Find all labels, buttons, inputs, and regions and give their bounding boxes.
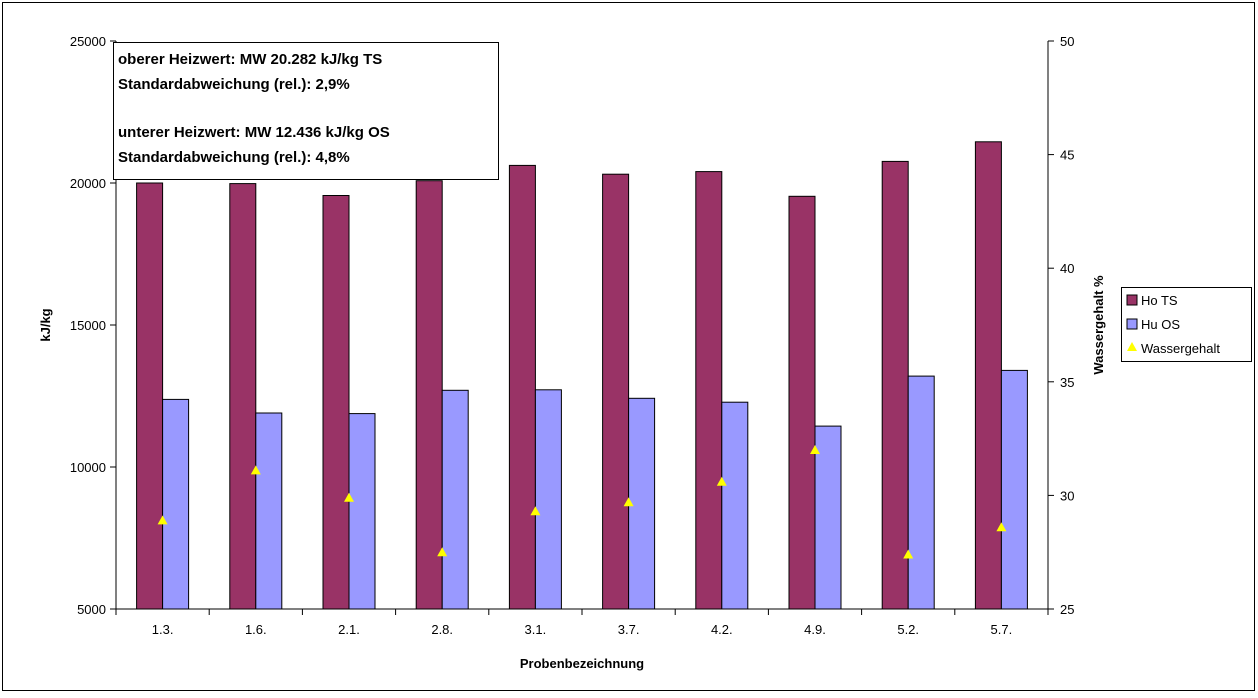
y-tick-label-3: 15000	[70, 318, 106, 333]
marker-wassergehalt-8	[810, 445, 820, 454]
x-axis-title: Probenbezeichnung	[520, 656, 644, 671]
bar-hu-os-4	[441, 389, 469, 610]
annotation-line-1: oberer Heizwert: MW 20.282 kJ/kg TS	[118, 51, 382, 68]
x-tick-label-4: 2.8.	[431, 622, 453, 637]
legend: Ho TS Hu OS Wassergehalt	[1121, 287, 1252, 362]
bar-ho-ts-7	[695, 171, 723, 610]
x-tick-label-3: 2.1.	[338, 622, 360, 637]
bar-hu-os-1	[162, 398, 190, 610]
bar-hu-os-5	[534, 389, 562, 610]
y-tick-label-4: 20000	[70, 176, 106, 191]
x-tick-label-10: 5.7.	[991, 622, 1013, 637]
legend-label-hu-os: Hu OS	[1141, 317, 1180, 332]
legend-marker-wassergehalt	[1127, 342, 1137, 351]
bar-hu-os-2	[255, 412, 283, 610]
marker-wassergehalt-2	[250, 465, 261, 475]
bar-ho-ts-3	[322, 195, 350, 610]
legend-label-wassergehalt: Wassergehalt	[1141, 341, 1220, 356]
annotation-frame	[113, 42, 499, 180]
y2-tick-label-1: 25	[1060, 602, 1074, 617]
y2-axis-title: Wassergehalt %	[1091, 275, 1106, 375]
annotation-line-3: unterer Heizwert: MW 12.436 kJ/kg OS	[118, 124, 390, 141]
marker-wassergehalt-4	[437, 547, 448, 557]
bar-hu-os-10	[1000, 369, 1028, 610]
legend-swatch-hu-os	[1126, 318, 1138, 330]
x-tick-label-2: 1.6.	[245, 622, 267, 637]
x-tick-label-9: 5.2.	[897, 622, 919, 637]
marker-wassergehalt-3	[344, 492, 354, 502]
y2-tick-label-2: 30	[1060, 488, 1074, 503]
marker-wassergehalt-6	[623, 497, 634, 507]
marker-wassergehalt-10	[996, 522, 1007, 532]
legend-label-ho-ts: Ho TS	[1141, 293, 1178, 308]
y-axis-title: kJ/kg	[38, 308, 53, 341]
x-tick-label-1: 1.3.	[152, 622, 174, 637]
bar-ho-ts-2	[229, 183, 257, 610]
bar-ho-ts-5	[508, 164, 536, 610]
bar-hu-os-9	[907, 375, 935, 610]
bar-hu-os-8	[814, 425, 842, 610]
bar-ho-ts-4	[415, 180, 443, 610]
annotation-line-2: Standardabweichung (rel.): 2,9%	[118, 76, 350, 93]
bar-hu-os-6	[628, 397, 656, 610]
x-tick-label-8: 4.9.	[804, 622, 826, 637]
bar-ho-ts-8	[788, 195, 816, 610]
bar-ho-ts-1	[136, 182, 164, 610]
bar-ho-ts-10	[974, 141, 1002, 610]
x-tick-label-6: 3.7.	[618, 622, 640, 637]
y2-tick-label-3: 35	[1060, 375, 1074, 390]
annotation-box: oberer Heizwert: MW 20.282 kJ/kg TS Stan…	[113, 42, 499, 180]
bar-ho-ts-6	[602, 173, 630, 610]
annotation-line-4: Standardabweichung (rel.): 4,8%	[118, 149, 350, 166]
legend-frame	[1121, 287, 1252, 362]
y2-tick-label-5: 45	[1060, 148, 1074, 163]
bar-hu-os-7	[721, 401, 749, 610]
y-tick-label-2: 10000	[70, 460, 106, 475]
y-tick-label-1: 5000	[77, 602, 106, 617]
marker-wassergehalt-1	[157, 515, 168, 525]
marker-wassergehalt-9	[903, 549, 914, 559]
bar-ho-ts-9	[881, 160, 909, 610]
y2-tick-label-6: 50	[1060, 34, 1074, 49]
x-tick-label-7: 4.2.	[711, 622, 733, 637]
y2-tick-label-4: 40	[1060, 261, 1074, 276]
y-tick-label-5: 25000	[70, 34, 106, 49]
bar-hu-os-3	[348, 413, 376, 610]
marker-wassergehalt-5	[530, 506, 541, 516]
legend-swatch-ho-ts	[1126, 294, 1138, 306]
x-tick-label-5: 3.1.	[525, 622, 547, 637]
marker-wassergehalt-7	[716, 476, 727, 486]
